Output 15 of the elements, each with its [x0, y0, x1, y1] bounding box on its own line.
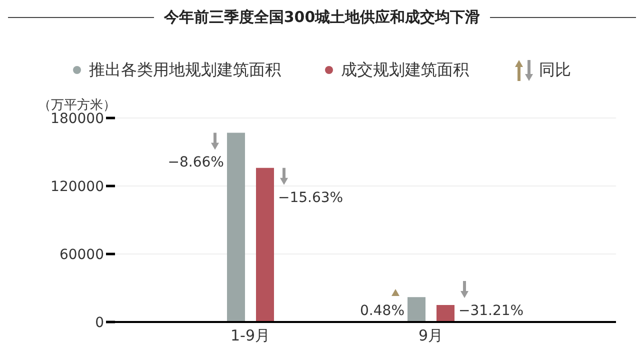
x-tick-label: 9月 [418, 326, 444, 345]
text: 同比 [539, 60, 571, 80]
annotation: −15.63% [278, 190, 344, 206]
y-tick-label: 0 [95, 314, 104, 331]
y-tick-label: 120000 [50, 178, 104, 195]
legend-label: 成交规划建筑面积 [341, 60, 469, 80]
y-tick-label: 60000 [59, 246, 104, 263]
annotation: 0.48% [360, 303, 404, 319]
y-axis-title: （万平方米） [38, 97, 116, 113]
chart-title: 今年前三季度全国300城土地供应和成交均下滑 [164, 8, 480, 27]
annotation: −8.66% [168, 154, 224, 171]
legend-label: 推出各类用地规划建筑面积 [89, 60, 281, 80]
y-tick-label: 180000 [50, 110, 104, 127]
annotation: −31.21% [458, 303, 524, 319]
x-tick-label: 1-9月 [230, 326, 270, 345]
